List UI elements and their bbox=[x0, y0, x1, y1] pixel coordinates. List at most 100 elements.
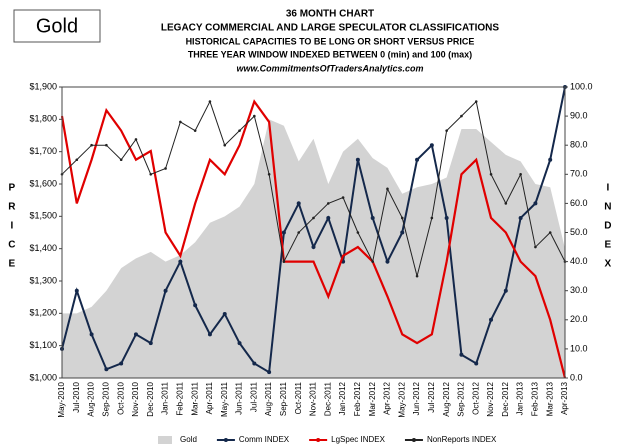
legend-dot bbox=[411, 438, 416, 442]
point bbox=[400, 216, 404, 220]
badge: Gold bbox=[36, 15, 78, 37]
y2-axis-title: INDEX bbox=[602, 183, 613, 278]
x-tick-label: Jul-2011 bbox=[249, 381, 258, 412]
point bbox=[267, 370, 272, 375]
point bbox=[355, 157, 360, 162]
point bbox=[371, 260, 374, 263]
legend-label: Comm INDEX bbox=[239, 435, 290, 444]
point bbox=[370, 215, 375, 220]
point bbox=[385, 259, 390, 264]
x-tick-label: May-2012 bbox=[397, 381, 406, 417]
point bbox=[179, 120, 182, 124]
x-tick-label: Apr-2012 bbox=[383, 381, 392, 414]
x-tick-label: Jan-2013 bbox=[516, 381, 525, 415]
x-tick-label: Jan-2011 bbox=[161, 381, 170, 414]
point bbox=[341, 196, 345, 199]
point bbox=[326, 202, 330, 205]
point bbox=[311, 245, 316, 250]
y-tick-label: $1,100 bbox=[29, 340, 57, 350]
point bbox=[326, 215, 331, 220]
point bbox=[163, 288, 168, 293]
legend-label: LgSpec INDEX bbox=[331, 435, 385, 444]
x-tick-label: Jun-2012 bbox=[412, 381, 421, 415]
legend-label: Gold bbox=[180, 435, 197, 444]
point bbox=[149, 173, 153, 176]
point bbox=[237, 341, 242, 346]
y2-tick-label: 40.0 bbox=[570, 256, 588, 266]
y2-tick-label: 50.0 bbox=[570, 227, 588, 237]
x-tick-label: Jun-2011 bbox=[235, 381, 244, 414]
y-tick-label: $1,500 bbox=[29, 211, 57, 221]
point bbox=[90, 143, 93, 147]
x-tick-label: Apr-2011 bbox=[205, 381, 214, 414]
point bbox=[119, 361, 124, 366]
point bbox=[133, 332, 138, 337]
point bbox=[75, 158, 79, 162]
point bbox=[89, 332, 94, 337]
x-tick-label: Sep-2012 bbox=[457, 381, 466, 416]
legend-dot bbox=[223, 438, 228, 442]
point bbox=[74, 288, 79, 293]
point bbox=[104, 367, 109, 372]
x-tick-label: Jul-2010 bbox=[72, 381, 81, 412]
point bbox=[148, 341, 153, 346]
point bbox=[533, 201, 538, 206]
legend-dot bbox=[316, 438, 321, 442]
point bbox=[474, 361, 479, 366]
x-tick-label: Jan-2012 bbox=[338, 381, 347, 415]
y-axis-title: PRICE bbox=[6, 183, 17, 278]
point bbox=[519, 173, 522, 176]
x-tick-label: Apr-2013 bbox=[560, 381, 569, 414]
point bbox=[296, 201, 301, 206]
point bbox=[474, 100, 478, 103]
point bbox=[489, 317, 494, 322]
x-tick-label: Aug-2012 bbox=[442, 381, 451, 416]
point bbox=[222, 311, 227, 316]
point bbox=[208, 100, 212, 103]
point bbox=[460, 114, 463, 118]
point bbox=[134, 138, 138, 141]
point bbox=[430, 216, 434, 220]
x-tick-label: Aug-2011 bbox=[264, 381, 273, 416]
legend-label: NonReports INDEX bbox=[427, 435, 497, 444]
line bbox=[60, 99, 567, 379]
x-tick-label: Mar-2011 bbox=[190, 381, 199, 415]
y2-tick-label: 20.0 bbox=[570, 314, 588, 324]
y2-tick-label: 70.0 bbox=[570, 169, 588, 179]
point bbox=[400, 230, 405, 235]
point bbox=[119, 158, 123, 162]
point bbox=[178, 259, 183, 264]
point bbox=[444, 215, 449, 220]
x-tick-label: Mar-2013 bbox=[545, 381, 554, 416]
point bbox=[297, 231, 301, 234]
y-tick-label: $1,600 bbox=[29, 178, 57, 188]
point bbox=[238, 129, 241, 132]
y-tick-label: $1,800 bbox=[29, 114, 57, 124]
y-tick-label: $1,200 bbox=[29, 308, 57, 318]
point bbox=[312, 216, 315, 220]
point bbox=[193, 129, 197, 132]
y2-tick-label: 30.0 bbox=[570, 285, 588, 295]
x-tick-label: Aug-2010 bbox=[87, 381, 96, 416]
point bbox=[253, 114, 256, 118]
y-tick-label: $1,700 bbox=[29, 146, 57, 156]
point bbox=[223, 143, 227, 147]
x-tick-label: Sep-2010 bbox=[101, 381, 110, 416]
x-tick-label: Mar-2012 bbox=[368, 381, 377, 416]
y2-tick-label: 60.0 bbox=[570, 198, 588, 208]
point bbox=[489, 173, 493, 176]
subtitle: THREE YEAR WINDOW INDEXED BETWEEN 0 (min… bbox=[188, 49, 472, 59]
chart-title: 36 MONTH CHART bbox=[286, 9, 374, 20]
point bbox=[534, 245, 537, 249]
point bbox=[415, 274, 419, 278]
point bbox=[415, 157, 420, 162]
x-tick-label: Nov-2011 bbox=[309, 381, 318, 416]
point bbox=[386, 187, 389, 191]
legend-swatch bbox=[158, 436, 172, 444]
point bbox=[105, 143, 108, 147]
x-tick-label: Nov-2010 bbox=[131, 381, 140, 416]
point bbox=[281, 230, 286, 235]
x-tick-label: Sep-2011 bbox=[279, 381, 288, 416]
point bbox=[548, 231, 552, 234]
x-tick-label: Oct-2012 bbox=[471, 381, 480, 414]
